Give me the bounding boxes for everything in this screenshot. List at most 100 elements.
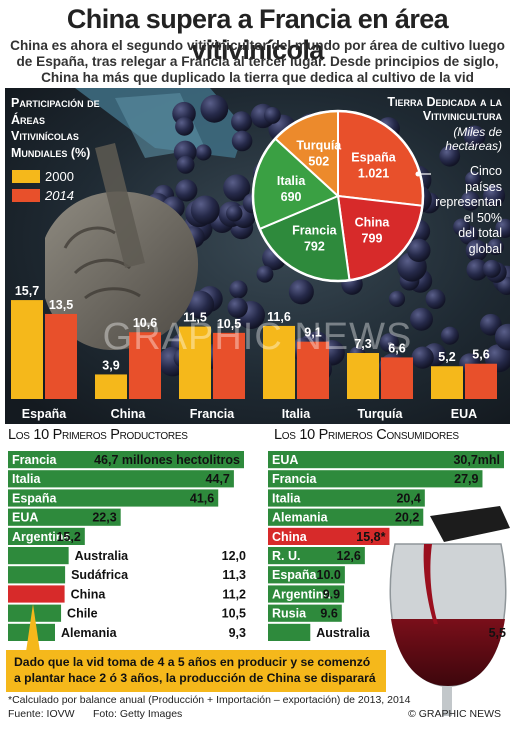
bar-title-line: Mundiales (%) (11, 145, 91, 160)
bar-2014-francia (213, 332, 245, 399)
bar-2000-turquía (347, 353, 379, 399)
bar-value-label: 6,6 (388, 341, 405, 355)
grape-berry (195, 144, 212, 161)
bar-value-label: 15,7 (15, 284, 39, 298)
rank-value: 9.6 (320, 607, 337, 621)
rank-name: EUA (272, 453, 298, 467)
rank-bar-china (8, 585, 65, 603)
watermark-text: GRAPHIC NEWS (102, 316, 413, 358)
callout-text: Dado que la vid toma de 4 a 5 años en pr… (14, 655, 376, 685)
grape-berry (186, 290, 215, 319)
pie-note-dot (415, 171, 421, 177)
bar-2000-italia (263, 325, 295, 399)
rank-value: 22,3 (92, 511, 116, 525)
rankings-panel: Francia 46,7 millones hectolitros Italia 44… (0, 424, 515, 727)
pie-label: Francia (292, 223, 338, 237)
grape-berry (190, 195, 220, 225)
pie-value: 792 (304, 239, 325, 253)
rank-bar-sudfrica (8, 566, 66, 584)
rank-value: 10.0 (317, 568, 341, 582)
rank-value: 15,8* (356, 530, 385, 544)
pie-note-line: el 50% (463, 210, 502, 225)
pie-value: 502 (308, 154, 329, 168)
rank-value: 41,6 (190, 491, 214, 505)
pie-units-line: (Miles de (453, 125, 502, 139)
grape-berry (200, 94, 229, 123)
consumers-title: Los 10 Primeros Consumidores (274, 427, 459, 443)
rank-value: 11,2 (222, 587, 246, 601)
pie-title-line: Tierra Dedicada a la (387, 95, 502, 109)
rank-name: Australia (316, 626, 371, 640)
bar-category-label: España (22, 407, 68, 421)
grape-berry (482, 259, 501, 278)
grape-berry (440, 326, 459, 345)
grape-berry (229, 280, 248, 299)
bar-2000-eua (431, 366, 463, 399)
consumers-title-text: Los 10 Primeros Consumidores (274, 427, 459, 443)
pie-units-line: hectáreas) (445, 139, 502, 153)
bar-title-line: Vitivinícolas (11, 129, 79, 143)
rank-name: Francia (272, 472, 318, 486)
bar-2000-china (95, 374, 127, 399)
wine-bottle (430, 506, 510, 542)
page-title: China supera a Francia en área vitiviníc… (66, 4, 449, 65)
pie-chart: España 1.021 China 799 Francia 792 Italia 690 Tu… (251, 109, 431, 283)
page-subtitle: China es ahora el segundo vitivinicultor… (10, 38, 505, 85)
photo-credit: Foto: Getty Images (93, 708, 183, 720)
rank-bar-rusia (268, 604, 342, 622)
grape-berry (175, 179, 198, 202)
rank-value: 15,2 (56, 530, 80, 544)
bar-value-label: 5,6 (472, 348, 489, 362)
photo-panel: Participación de Áreas Vitivinícolas Mun… (5, 88, 510, 424)
grape-berry (288, 279, 314, 305)
rank-value: 12,0 (222, 549, 246, 563)
pie-label: Turquía (296, 138, 342, 152)
rank-bar-francia (268, 470, 483, 488)
bar-value-label: 11,5 (183, 311, 207, 325)
bar-value-label: 9,1 (304, 326, 321, 340)
rank-bar-australia (8, 547, 69, 565)
bar-category-label: Francia (190, 407, 236, 421)
grape-berry (425, 289, 446, 310)
photo-background (5, 88, 510, 424)
bar-2014-españa (45, 313, 77, 399)
rank-bar-francia (8, 451, 244, 469)
rank-value: 9,3 (229, 626, 246, 640)
pie-label: España (351, 150, 397, 164)
grape-berry (463, 125, 486, 148)
pie-label: Italia (277, 174, 307, 188)
grape-berry (388, 290, 406, 308)
bar-2000-españa (11, 300, 43, 399)
wine-pour (423, 544, 438, 624)
rank-name: Italia (272, 491, 302, 505)
grape-berry (460, 191, 481, 211)
rank-name: China (272, 530, 308, 544)
rankings-charts: Francia 46,7 millones hectolitros Italia 44… (8, 451, 510, 716)
legend-2014 (12, 189, 40, 202)
rank-value: 20,2 (395, 511, 419, 525)
pie-note-line: representan (435, 195, 502, 209)
pie-note-line: Cinco (470, 164, 502, 178)
grape-berry (464, 171, 482, 188)
bar-value-label: 7,3 (354, 337, 371, 351)
rank-bar-ru (268, 547, 365, 565)
grape-berry (407, 238, 431, 263)
rank-bar-italia (268, 489, 425, 507)
grape-berry (175, 117, 194, 136)
rank-value: 20,4 (396, 491, 420, 505)
rank-name: Francia (12, 453, 58, 467)
rank-bar-argentina (268, 585, 345, 603)
source: Fuente: IOVW (8, 708, 75, 720)
callout-pointer (26, 604, 40, 652)
grape-berry (479, 313, 502, 336)
legend-2000-label: 2000 (45, 169, 74, 184)
rank-name: Argentina (272, 587, 331, 601)
bar-2014-china (129, 332, 161, 399)
pie-note-line: países (465, 179, 502, 194)
grape-berry (176, 155, 195, 174)
rank-name: R. U. (272, 549, 300, 563)
producers-title-text: Los 10 Primeros Productores (8, 427, 188, 443)
rank-value: 27,9 (454, 472, 478, 486)
bar-category-label: Turquía (358, 407, 404, 421)
rank-bar-china (268, 527, 390, 545)
